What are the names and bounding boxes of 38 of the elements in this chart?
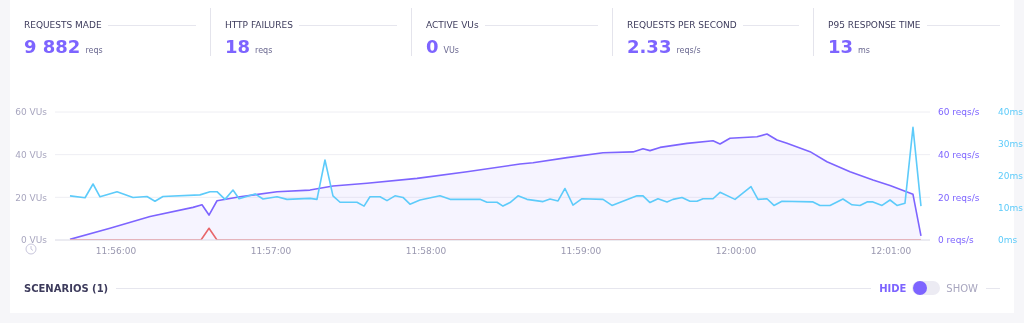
y2-tick-label: 20 reqs/s xyxy=(938,192,980,203)
text: SHOW xyxy=(946,282,978,294)
y2-tick-label: 40 reqs/s xyxy=(938,149,980,160)
y3-tick-label: 10ms xyxy=(998,203,1024,214)
text: HIDE xyxy=(879,282,907,294)
line-series xyxy=(69,126,922,207)
x-tick-label: 11:58:00 xyxy=(405,246,447,257)
text: 2.33 xyxy=(627,36,672,57)
text: 9 882 xyxy=(24,36,81,57)
y3-tick-label: 20ms xyxy=(998,171,1024,182)
y3-tick-label: 0ms xyxy=(998,235,1018,246)
y-tick-label: 20 VUs xyxy=(15,192,48,203)
text: REQUESTS MADE xyxy=(24,20,102,30)
text: P95 RESPONSE TIME xyxy=(828,20,921,30)
y2-tick-label: 0 reqs/s xyxy=(938,235,975,246)
text: reqs xyxy=(255,46,273,55)
x-tick-label: 11:57:00 xyxy=(250,246,292,257)
y2-tick-label: 60 reqs/s xyxy=(938,107,980,118)
x-tick-label: 12:01:00 xyxy=(870,246,912,257)
y-tick-label: 40 VUs xyxy=(15,149,48,160)
text: VUs xyxy=(443,46,460,55)
x-tick-label: 11:59:00 xyxy=(560,246,602,257)
y-tick-label: 60 VUs xyxy=(15,107,48,118)
text: ms xyxy=(858,46,871,55)
text: SCENARIOS (1) xyxy=(24,282,109,294)
text: 13 xyxy=(828,36,854,57)
text: ACTIVE VUs xyxy=(426,20,479,30)
text: 0 xyxy=(426,36,439,57)
text: REQUESTS PER SECOND xyxy=(627,20,737,30)
text: HTTP FAILURES xyxy=(225,20,293,30)
text: 18 xyxy=(225,36,251,57)
x-tick-label: 12:00:00 xyxy=(715,246,757,257)
x-tick-label: 11:56:00 xyxy=(95,246,137,257)
y-tick-label: 0 VUs xyxy=(20,235,48,246)
y3-tick-label: 30ms xyxy=(998,139,1024,150)
y3-tick-label: 40ms xyxy=(998,107,1024,118)
text: reqs/s xyxy=(676,46,701,55)
text: reqs xyxy=(85,46,103,55)
